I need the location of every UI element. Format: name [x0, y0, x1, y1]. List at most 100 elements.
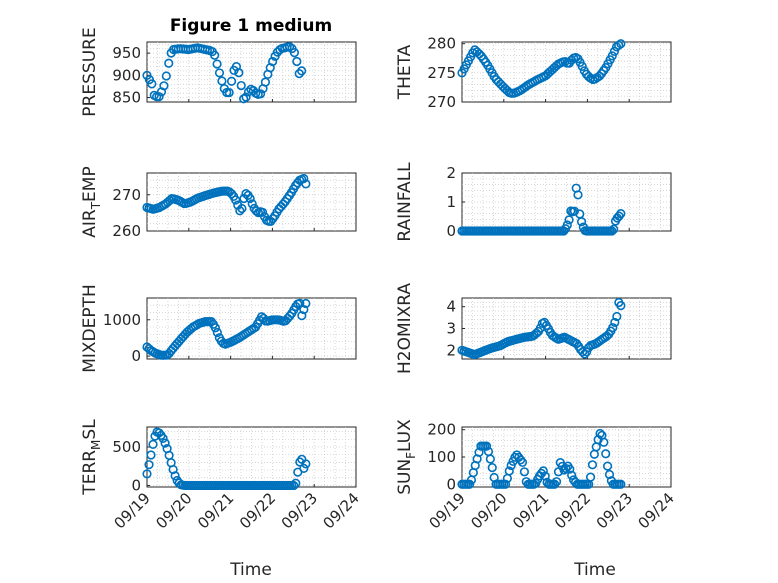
- data-point: [148, 439, 158, 450]
- y-tick-label: 100: [427, 448, 456, 466]
- data-point: [299, 304, 309, 315]
- data-point: [564, 215, 574, 225]
- data-point: [608, 323, 618, 333]
- x-tick-label: 09/21: [509, 489, 552, 532]
- y-tick-label: 2: [446, 164, 456, 182]
- y-axis-label-3: RAINFALL: [395, 162, 415, 242]
- data-point: [237, 203, 247, 214]
- data-point: [504, 466, 514, 476]
- data-point: [247, 199, 257, 209]
- x-tick-label: 09/22: [551, 489, 594, 532]
- data-point: [299, 463, 309, 473]
- x-tick-label: 09/21: [194, 489, 237, 532]
- data-point: [301, 298, 311, 309]
- y-axis-label-7: SUNFLUX: [395, 419, 418, 495]
- x-tick-label: 09/23: [278, 489, 321, 532]
- data-point: [301, 179, 311, 189]
- y-tick-label: 950: [112, 44, 141, 62]
- data-point: [601, 449, 611, 459]
- data-point: [164, 58, 174, 68]
- y-axis-label-1: THETA: [395, 44, 415, 100]
- data-point: [602, 461, 613, 471]
- x-tick-label: 09/19: [426, 489, 469, 532]
- data-point: [146, 450, 156, 460]
- data-point: [289, 48, 300, 58]
- data-point: [212, 59, 222, 69]
- data-point: [607, 51, 617, 61]
- data-point: [236, 80, 246, 91]
- y-tick-label: 280: [427, 35, 456, 53]
- data-point: [231, 195, 241, 205]
- data-point: [614, 40, 624, 50]
- data-point: [609, 46, 620, 56]
- data-point: [144, 460, 154, 470]
- data-point: [158, 433, 168, 443]
- data-point: [585, 472, 596, 482]
- data-point: [576, 217, 587, 227]
- subplot-theta: 270 275 280 THETA: [395, 35, 672, 111]
- data-point: [577, 61, 587, 71]
- y-tick-label: 275: [427, 64, 456, 82]
- y-tick-label: 500: [112, 438, 141, 456]
- data-point: [519, 467, 530, 477]
- x-axis-label-left: Time: [229, 560, 272, 580]
- y-tick-label: 270: [427, 93, 456, 111]
- data-point: [210, 50, 220, 60]
- y-tick-label: 270: [112, 186, 141, 204]
- y-axis-label-6: TERRMSL: [80, 419, 103, 496]
- data-point: [226, 76, 237, 86]
- y-tick-label: 0: [446, 475, 456, 493]
- y-axis-label-2: AIRTEMP: [80, 166, 103, 237]
- data-point: [160, 438, 170, 448]
- y-tick-label: 4: [446, 298, 456, 316]
- data-point: [210, 323, 220, 333]
- data-point: [565, 464, 575, 474]
- data-point: [538, 466, 548, 476]
- subplot-rainfall: 0 1 2 RAINFALL: [395, 162, 672, 242]
- data-point: [609, 224, 619, 234]
- data-point: [607, 226, 617, 236]
- y-tick-label: 0: [446, 222, 456, 240]
- y-tick-label: 0: [131, 476, 141, 494]
- data-point: [540, 471, 550, 481]
- data-point: [241, 92, 251, 102]
- y-tick-label: 900: [112, 66, 141, 84]
- data-point: [481, 441, 492, 451]
- data-point: [255, 89, 266, 99]
- subplot-air_temp: 260 270 AIRTEMP: [80, 166, 357, 240]
- data-point: [212, 327, 222, 338]
- data-point: [147, 79, 157, 89]
- data-point: [251, 206, 261, 216]
- data-point: [294, 68, 304, 79]
- x-tick-label: 09/19: [111, 489, 154, 532]
- data-point: [295, 298, 305, 308]
- y-tick-label: 850: [112, 89, 141, 107]
- x-tick-label: 09/23: [593, 489, 636, 532]
- data-point: [284, 42, 295, 52]
- x-tick-label: 09/24: [635, 489, 678, 532]
- y-axis-label-5: H2OMIXRA: [395, 283, 415, 374]
- data-point: [580, 349, 590, 359]
- subplot-h2omixra: 2 3 4 H2OMIXRA: [395, 283, 672, 374]
- data-point: [292, 56, 302, 67]
- data-point: [297, 66, 307, 76]
- y-tick-label: 260: [112, 222, 141, 240]
- data-point: [516, 455, 526, 465]
- y-tick-label: 3: [446, 320, 456, 338]
- y-tick-label: 0: [131, 347, 141, 365]
- data-point: [268, 56, 278, 67]
- subplot-pressure: 850 900 950 PRESSURE: [80, 27, 357, 117]
- y-tick-label: 200: [427, 421, 456, 439]
- data-point: [573, 190, 583, 200]
- data-point: [604, 469, 615, 480]
- data-point: [485, 454, 495, 464]
- y-axis-label-4: MIXDEPTH: [80, 284, 100, 373]
- y-tick-label: 1000: [103, 311, 141, 329]
- data-point: [612, 311, 622, 322]
- data-point: [161, 71, 171, 81]
- y-tick-label: 2: [446, 341, 456, 359]
- data-point: [551, 477, 562, 487]
